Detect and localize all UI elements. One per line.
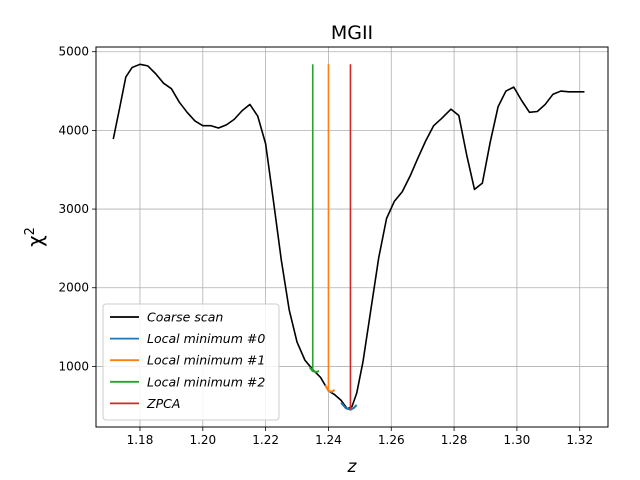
legend-label: Local minimum #2 — [147, 374, 265, 389]
x-tick-label: 1.32 — [566, 433, 593, 447]
plot-series — [112, 63, 585, 411]
y-tick-label: 4000 — [58, 123, 89, 137]
legend: Coarse scan Local minimum #0 Local minimum… — [102, 303, 280, 421]
y-tick-label: 1000 — [58, 359, 89, 373]
x-tick-label: 1.22 — [252, 433, 279, 447]
legend-label: Coarse scan — [147, 310, 223, 325]
svg-text:χ2: χ2 — [23, 227, 47, 247]
y-axis-title: χ2 — [23, 227, 47, 247]
y-tick-label: 2000 — [58, 281, 89, 295]
x-axis-title: z — [347, 457, 358, 477]
series-line-3 — [308, 366, 320, 373]
legend-label: ZPCA — [146, 396, 180, 411]
chart-title: MGII — [331, 22, 373, 44]
y-axis-title-superscript: 2 — [23, 227, 38, 235]
ticks: 1.18 1.20 1.22 1.24 1.26 1.28 1.30 1.32 1000 2000… — [58, 45, 593, 447]
y-tick-label: 5000 — [58, 45, 89, 59]
x-tick-label: 1.28 — [441, 433, 468, 447]
series-line-2 — [324, 384, 336, 393]
x-tick-label: 1.26 — [378, 433, 405, 447]
legend-label: Local minimum #1 — [147, 353, 265, 368]
x-tick-label: 1.30 — [504, 433, 531, 447]
y-axis-title-symbol: χ — [23, 235, 47, 247]
x-tick-label: 1.18 — [127, 433, 154, 447]
x-tick-label: 1.20 — [189, 433, 216, 447]
legend-box — [102, 303, 280, 421]
axes-frame — [95, 46, 609, 428]
x-tick-label: 1.24 — [315, 433, 342, 447]
legend-label: Local minimum #0 — [147, 331, 265, 346]
y-tick-label: 3000 — [58, 202, 89, 216]
